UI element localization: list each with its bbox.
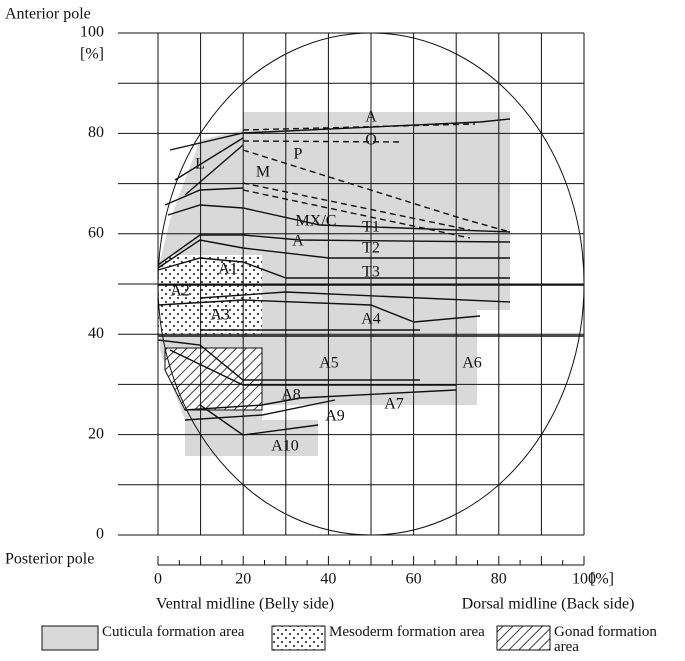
x-tick-label: 20 [235, 571, 251, 588]
legend-label: Gonad formation area [554, 624, 657, 655]
region-label: A5 [319, 355, 339, 372]
legend-label: Cuticula formation area [102, 624, 245, 640]
region-label: A4 [361, 311, 381, 328]
region-label: T2 [362, 240, 380, 257]
x-tick-label: 100 [572, 571, 596, 588]
legend-swatch [41, 625, 99, 651]
legend-swatch [271, 625, 326, 651]
x-unit: [%] [590, 571, 614, 588]
y-tick-label: 40 [88, 325, 104, 342]
region-label: T1 [362, 219, 380, 236]
region-label: MX/C [296, 213, 337, 230]
region-label: A1 [218, 261, 238, 278]
y-tick-label: 100 [80, 24, 104, 41]
region-label: A10 [271, 438, 299, 455]
y-tick-label: 80 [88, 124, 104, 141]
egg-outline [157, 32, 585, 536]
x-tick-label: 80 [491, 571, 507, 588]
region-label: T3 [362, 264, 380, 281]
y-top-label: Anterior pole [5, 6, 91, 23]
region-label: A2 [170, 283, 190, 300]
y-tick-label: 60 [88, 224, 104, 241]
region-label: P [294, 146, 303, 163]
x-right-label: Dorsal midline (Back side) [462, 596, 635, 613]
legend-swatch [496, 625, 551, 651]
region-label: A9 [325, 408, 345, 425]
y-tick-label: 0 [96, 526, 104, 543]
region-label: O [365, 132, 377, 149]
x-tick-label: 60 [406, 571, 422, 588]
mesoderm-area [158, 255, 262, 335]
legend-label: Mesoderm formation area [329, 624, 485, 640]
region-label: A [292, 233, 304, 250]
region-label: L [195, 156, 205, 173]
region-label: A7 [384, 396, 404, 413]
y-tick-label: 20 [88, 425, 104, 442]
region-label: A8 [281, 387, 301, 404]
x-tick-label: 40 [320, 571, 336, 588]
region-label: A [365, 109, 377, 126]
region-label: A3 [210, 307, 230, 324]
x-tick-label: 0 [154, 571, 162, 588]
boundaries [157, 118, 584, 436]
x-left-label: Ventral midline (Belly side) [156, 596, 334, 613]
gonad-area [164, 347, 263, 411]
region-label: A6 [462, 355, 482, 372]
y-bottom-label: Posterior pole [5, 551, 94, 568]
region-label: M [256, 164, 270, 181]
y-unit: [%] [80, 46, 104, 63]
